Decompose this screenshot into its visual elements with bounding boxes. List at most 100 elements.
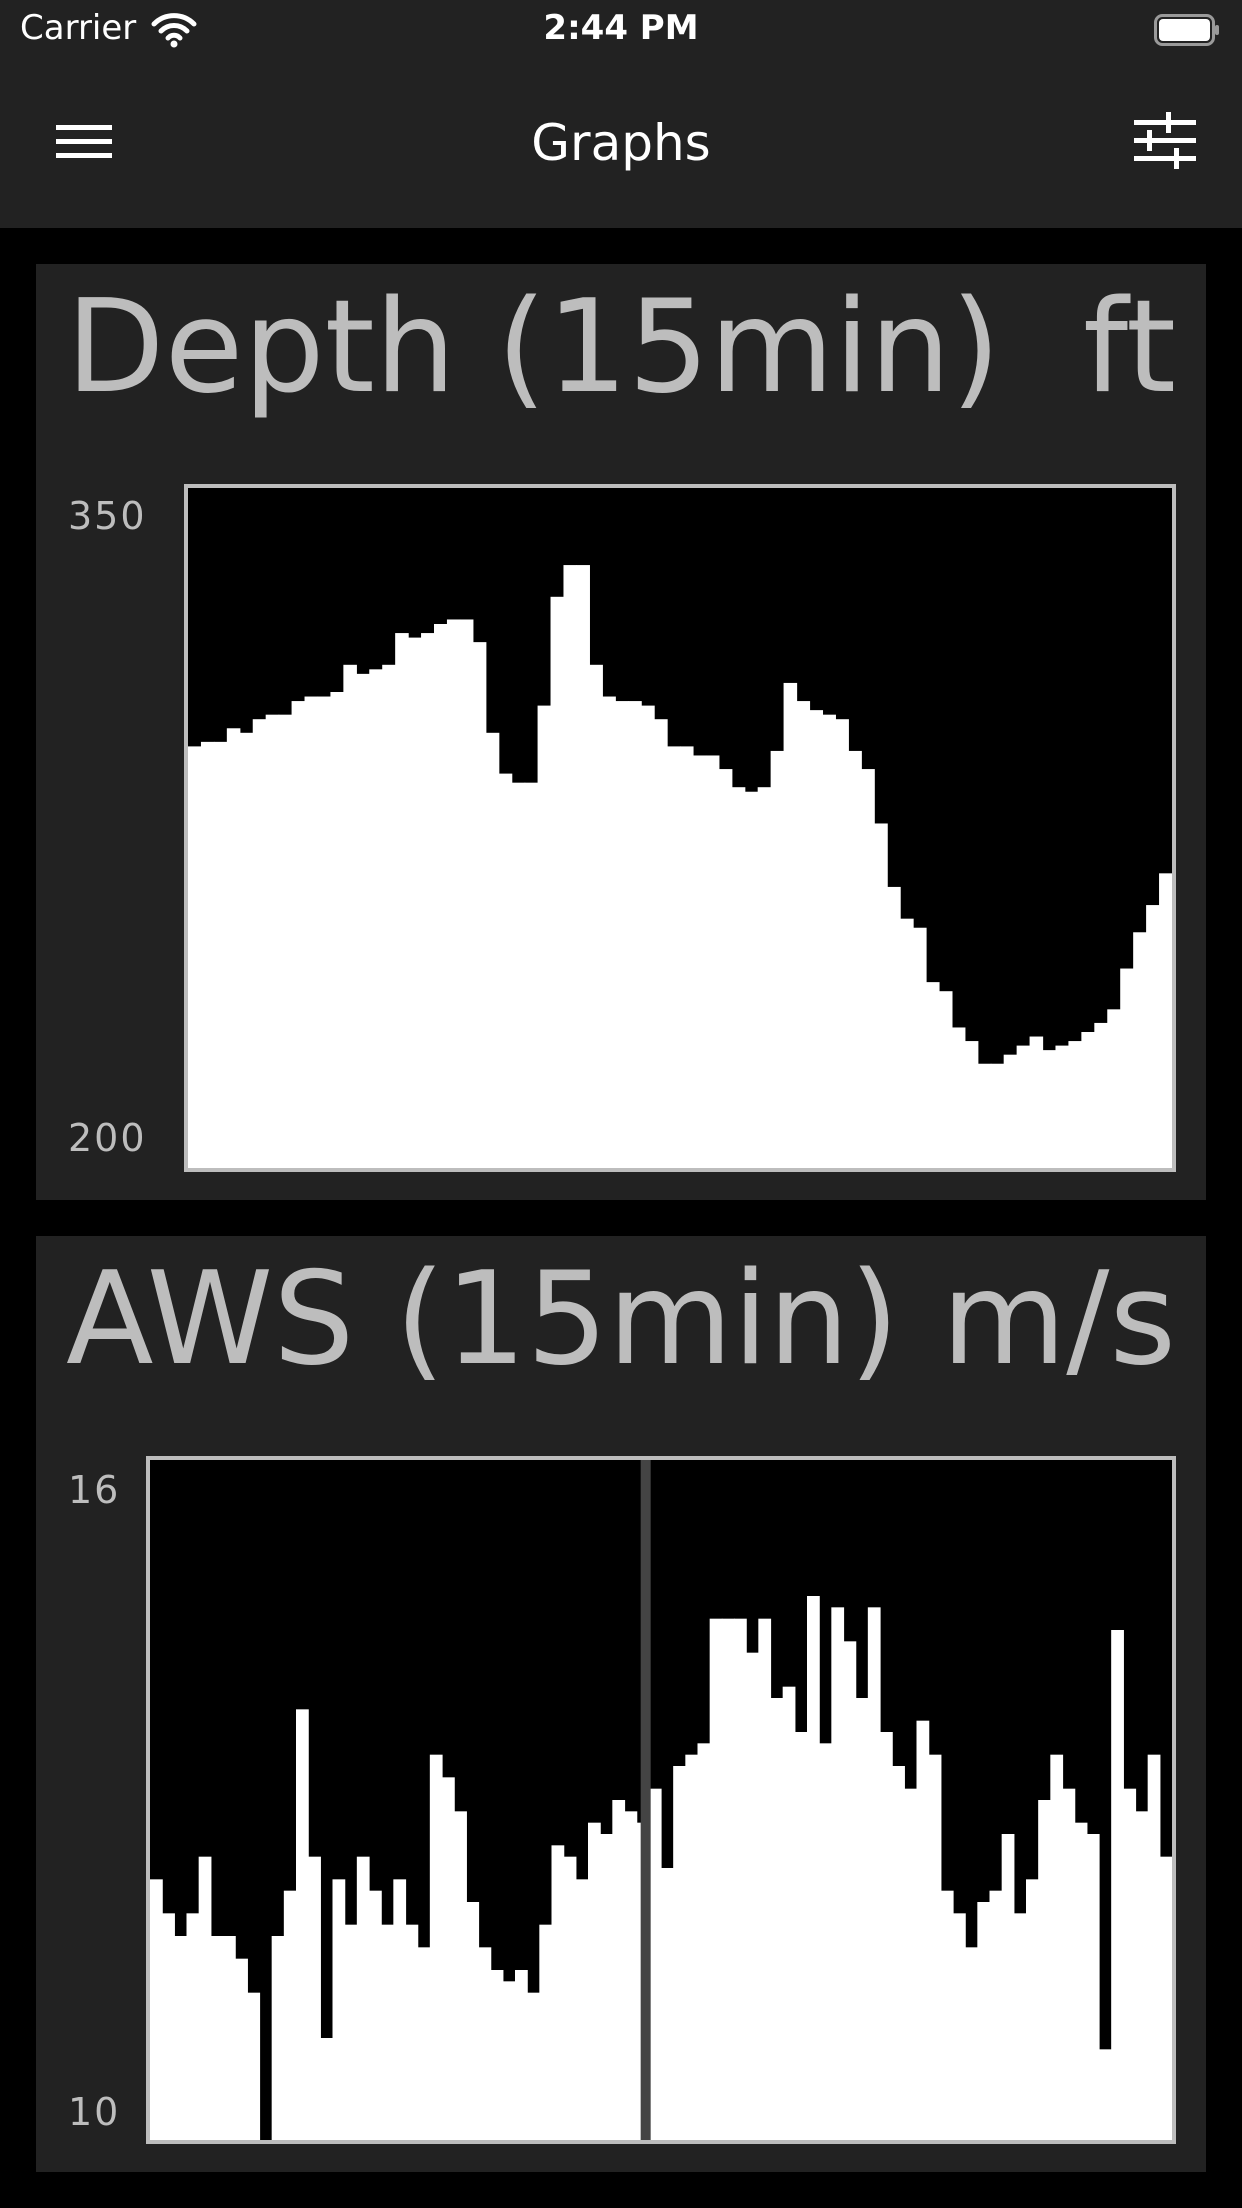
aws-bar <box>575 1879 589 2140</box>
aws-bar <box>673 1766 686 2140</box>
aws-bar <box>624 1811 638 2140</box>
aws-bar <box>466 1902 480 2140</box>
depth-bar <box>757 787 772 1168</box>
aws-bar <box>1026 1879 1039 2140</box>
aws-bar <box>794 1732 808 2140</box>
depth-bar <box>265 714 280 1168</box>
aws-bar <box>563 1856 577 2140</box>
aws-bar <box>977 1902 991 2140</box>
aws-bar <box>551 1845 565 2140</box>
aws-bar <box>539 1924 553 2140</box>
aws-bar <box>247 1992 261 2140</box>
aws-bar <box>782 1686 796 2140</box>
depth-bar <box>615 701 629 1168</box>
depth-bar <box>1055 1045 1070 1168</box>
hamburger-menu-icon[interactable] <box>46 106 122 176</box>
aws-bar <box>502 1981 516 2140</box>
aws-bar <box>356 1856 370 2140</box>
aws-bar <box>283 1890 297 2140</box>
depth-bar <box>226 728 241 1168</box>
battery-icon <box>1154 14 1219 46</box>
aws-bar <box>454 1811 467 2140</box>
aws-bar <box>807 1596 820 2140</box>
aws-bar <box>770 1698 784 2140</box>
aws-bar <box>819 1743 832 2140</box>
aws-bar <box>442 1777 455 2140</box>
aws-bar <box>709 1618 723 2140</box>
aws-bar <box>186 1913 200 2140</box>
navigation-bar: Graphs <box>0 64 1242 228</box>
depth-bar <box>1003 1054 1018 1168</box>
status-time: 2:44 PM <box>543 8 699 48</box>
aws-bar <box>1086 1834 1100 2140</box>
aws-bar <box>734 1618 747 2140</box>
depth-bar <box>1042 1050 1057 1168</box>
depth-bar <box>408 637 422 1168</box>
depth-bar <box>1107 1009 1121 1168</box>
aws-time-divider <box>640 1460 651 2140</box>
depth-bar <box>446 619 461 1168</box>
aws-bar <box>1038 1800 1051 2140</box>
depth-bar <box>343 664 357 1168</box>
depth-ymax-label: 350 <box>68 494 147 538</box>
aws-bar <box>296 1709 309 2140</box>
aws-bar <box>953 1913 966 2140</box>
depth-bar <box>304 696 319 1168</box>
depth-card-unit: ft <box>1083 273 1176 422</box>
depth-bar <box>213 741 228 1168</box>
aws-bar <box>612 1800 626 2140</box>
depth-bar <box>796 701 811 1168</box>
aws-bar <box>892 1766 905 2140</box>
depth-bar <box>1068 1041 1082 1168</box>
depth-bar <box>628 701 642 1168</box>
depth-bar <box>188 746 202 1168</box>
depth-bar <box>1120 968 1134 1168</box>
depth-bar <box>861 769 875 1168</box>
aws-bar <box>271 1936 285 2140</box>
aws-bar <box>831 1607 845 2140</box>
depth-bar <box>822 714 836 1168</box>
depth-bar <box>835 719 849 1168</box>
aws-bar <box>174 1936 188 2140</box>
sliders-icon[interactable] <box>1130 108 1200 174</box>
aws-bar <box>405 1924 419 2140</box>
depth-bar <box>589 664 603 1168</box>
depth-bar <box>680 746 694 1168</box>
aws-bar <box>989 1890 1003 2140</box>
depth-bar <box>887 886 901 1168</box>
aws-bar <box>648 1788 662 2140</box>
depth-ymin-label: 200 <box>68 1116 147 1160</box>
aws-bar <box>940 1890 954 2140</box>
aws-bar <box>308 1856 321 2140</box>
depth-bar <box>200 741 215 1168</box>
aws-bar <box>1001 1834 1015 2140</box>
aws-bar <box>344 1924 358 2140</box>
aws-bar <box>697 1743 711 2140</box>
depth-bar <box>550 596 565 1168</box>
depth-bar <box>252 719 267 1168</box>
aws-chart <box>146 1456 1176 2144</box>
aws-bar <box>210 1936 224 2140</box>
depth-bar <box>731 787 746 1168</box>
depth-bar <box>498 773 513 1168</box>
aws-bar <box>478 1947 492 2140</box>
aws-bar <box>235 1958 248 2140</box>
aws-bar <box>758 1618 772 2140</box>
depth-bar <box>576 565 590 1168</box>
aws-bar <box>198 1856 212 2140</box>
aws-bar <box>843 1641 857 2140</box>
depth-bar <box>938 991 953 1168</box>
depth-bar <box>563 565 578 1168</box>
depth-bar <box>459 619 474 1168</box>
depth-bar <box>809 710 824 1168</box>
depth-bar <box>770 750 785 1168</box>
depth-bar <box>278 714 293 1168</box>
aws-bar <box>527 1992 540 2140</box>
aws-bar <box>1123 1788 1137 2140</box>
aws-ymax-label: 16 <box>68 1468 121 1512</box>
depth-bar <box>1133 932 1147 1168</box>
aws-plot-frame <box>146 1456 1176 2144</box>
depth-bar <box>511 782 526 1168</box>
depth-bar <box>485 732 500 1168</box>
depth-plot-frame <box>184 484 1176 1172</box>
